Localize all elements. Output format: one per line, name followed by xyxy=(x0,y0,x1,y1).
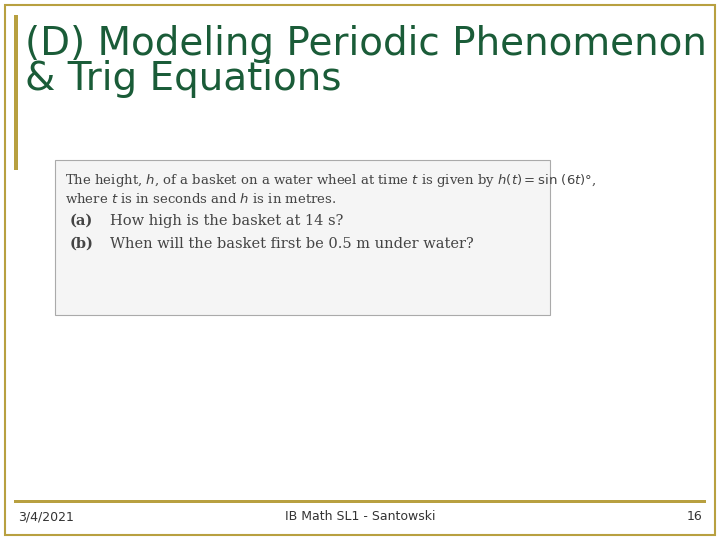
Text: 3/4/2021: 3/4/2021 xyxy=(18,510,74,523)
Text: (a): (a) xyxy=(70,214,94,228)
Bar xyxy=(14,500,706,503)
Text: (D) Modeling Periodic Phenomenon: (D) Modeling Periodic Phenomenon xyxy=(25,25,707,63)
Text: (b): (b) xyxy=(70,237,94,251)
Text: How high is the basket at 14 s?: How high is the basket at 14 s? xyxy=(110,214,343,228)
Bar xyxy=(14,15,18,170)
Text: IB Math SL1 - Santowski: IB Math SL1 - Santowski xyxy=(284,510,436,523)
Text: & Trig Equations: & Trig Equations xyxy=(25,60,341,98)
Text: 16: 16 xyxy=(686,510,702,523)
Text: When will the basket first be 0.5 m under water?: When will the basket first be 0.5 m unde… xyxy=(110,237,474,251)
FancyBboxPatch shape xyxy=(55,160,550,315)
Text: where $t$ is in seconds and $h$ is in metres.: where $t$ is in seconds and $h$ is in me… xyxy=(65,192,336,206)
Text: The height, $h$, of a basket on a water wheel at time $t$ is given by $h(t) = \s: The height, $h$, of a basket on a water … xyxy=(65,172,596,189)
